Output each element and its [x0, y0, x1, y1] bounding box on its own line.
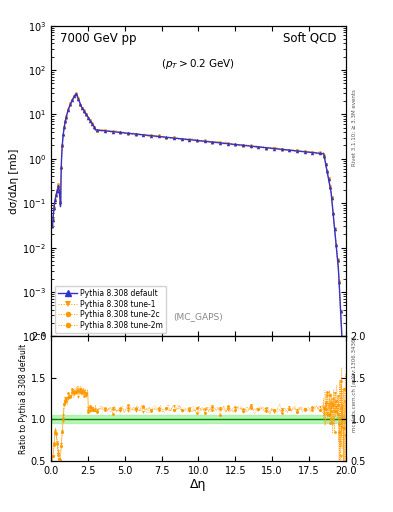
Bar — [51, 415, 346, 423]
Text: Rivet 3.1.10; ≥ 3.3M events: Rivet 3.1.10; ≥ 3.3M events — [352, 90, 357, 166]
Text: 7000 GeV pp: 7000 GeV pp — [60, 32, 136, 45]
Text: $(p_T > 0.2\ \mathrm{GeV})$: $(p_T > 0.2\ \mathrm{GeV})$ — [162, 57, 235, 71]
Text: Soft QCD: Soft QCD — [283, 32, 337, 45]
X-axis label: Δη: Δη — [190, 478, 207, 492]
Y-axis label: Ratio to Pythia 8.308 default: Ratio to Pythia 8.308 default — [19, 344, 28, 454]
Text: mcplots.cern.ch [arXiv:1306.3436]: mcplots.cern.ch [arXiv:1306.3436] — [352, 336, 357, 432]
Y-axis label: dσ/dΔη [mb]: dσ/dΔη [mb] — [9, 148, 19, 214]
Legend: Pythia 8.308 default, Pythia 8.308 tune-1, Pythia 8.308 tune-2c, Pythia 8.308 tu: Pythia 8.308 default, Pythia 8.308 tune-… — [55, 286, 166, 333]
Text: (MC_GAPS): (MC_GAPS) — [174, 312, 223, 321]
